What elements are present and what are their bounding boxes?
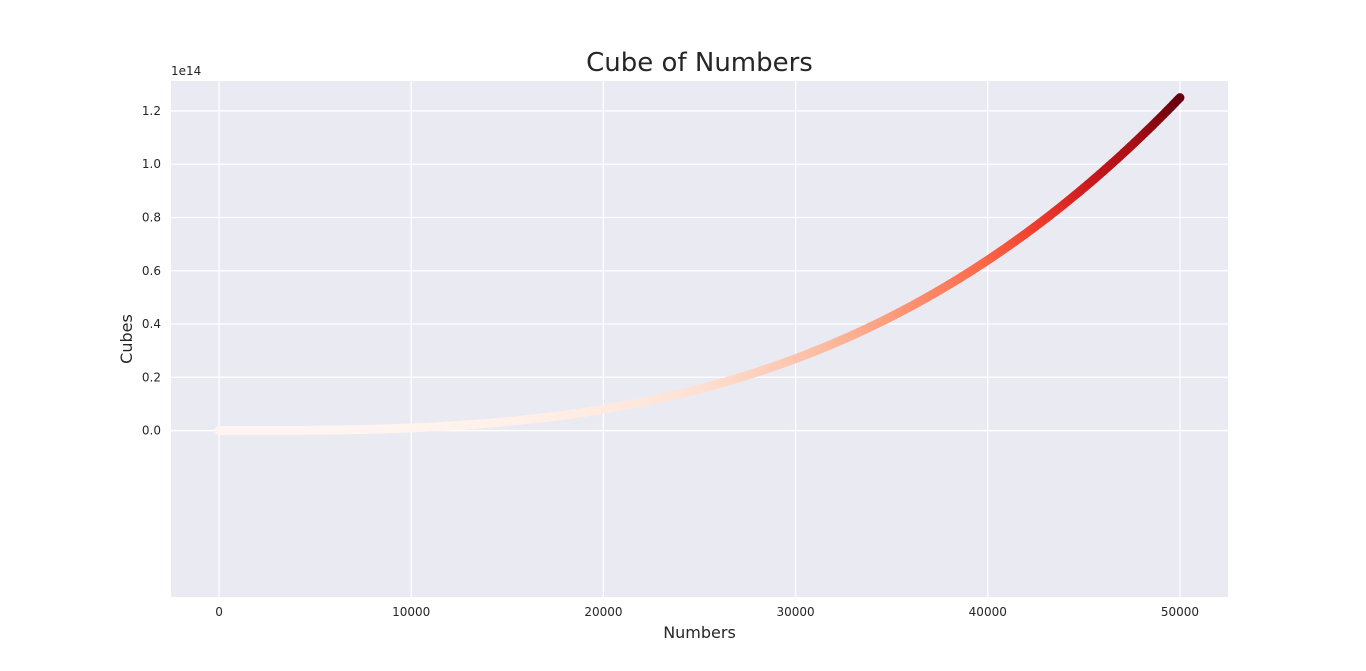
x-tick-label: 0: [215, 605, 223, 619]
x-axis-label: Numbers: [663, 623, 736, 642]
y-axis-ticks: 0.0 0.2 0.4 0.6 0.8 1.0 1.2: [142, 104, 161, 438]
plot-area: [171, 81, 1228, 597]
x-axis-ticks: 0 10000 20000 30000 40000 50000: [215, 605, 1199, 619]
y-tick-label: 0.4: [142, 317, 161, 331]
scatter-points: [214, 93, 1185, 436]
scatter-point: [1175, 93, 1185, 103]
grid-lines: [171, 81, 1228, 597]
y-offset-text: 1e14: [171, 64, 201, 78]
y-tick-label: 0.0: [142, 424, 161, 438]
y-tick-label: 1.0: [142, 157, 161, 171]
y-tick-label: 0.6: [142, 264, 161, 278]
x-tick-label: 50000: [1161, 605, 1199, 619]
x-tick-label: 10000: [392, 605, 430, 619]
y-tick-label: 1.2: [142, 104, 161, 118]
x-tick-label: 20000: [584, 605, 622, 619]
x-tick-label: 30000: [776, 605, 814, 619]
x-tick-label: 40000: [969, 605, 1007, 619]
y-tick-label: 0.2: [142, 370, 161, 384]
y-tick-label: 0.8: [142, 210, 161, 224]
y-axis-label: Cubes: [117, 314, 136, 364]
chart-title: Cube of Numbers: [586, 48, 813, 78]
